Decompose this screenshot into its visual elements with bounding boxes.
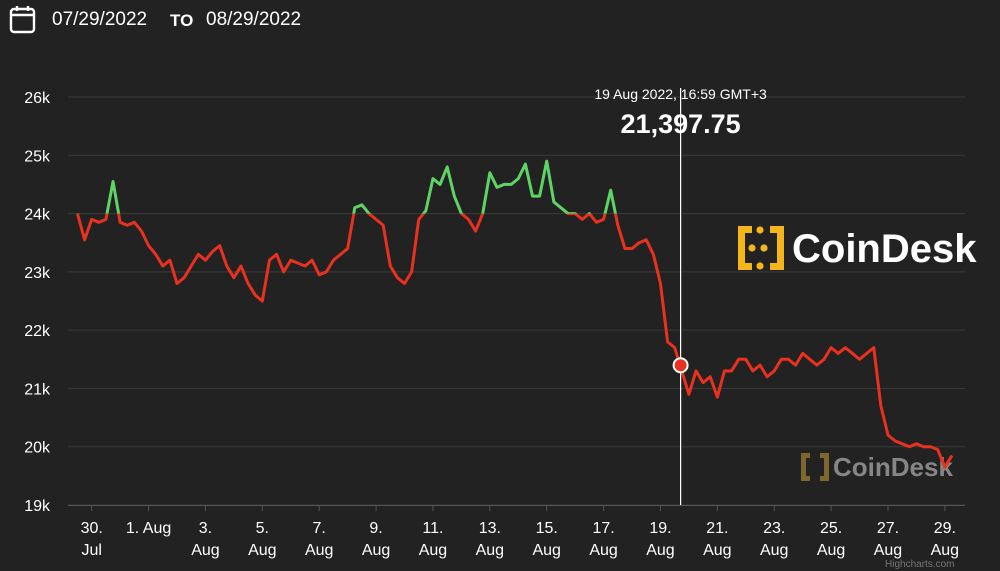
x-tick-label: 25. Aug: [817, 520, 845, 559]
x-tick-label: 3. Aug: [191, 520, 219, 559]
start-date[interactable]: 07/29/2022: [52, 9, 148, 30]
price-line-above-start: [77, 159, 617, 214]
x-tick-label: 11. Aug: [419, 520, 447, 559]
y-tick-label: 20k: [24, 440, 51, 457]
date-range-header: 07/29/2022 TO 08/29/2022: [0, 0, 1000, 40]
tooltip-date: 19 Aug 2022, 16:59 GMT+3: [594, 86, 767, 102]
credits[interactable]: Highcharts.com: [885, 559, 954, 570]
watermark: CoinDesk: [801, 452, 953, 482]
x-tick-label: 15. Aug: [532, 520, 560, 559]
x-tick-label: 5. Aug: [248, 520, 276, 559]
calendar-icon[interactable]: [9, 4, 39, 38]
price-line-below-start: [76, 213, 954, 469]
y-tick-label: 26k: [24, 90, 51, 107]
x-tick-label: 30. Jul: [81, 520, 103, 559]
x-tick-label: 19. Aug: [646, 520, 674, 559]
watermark-text: CoinDesk: [833, 452, 953, 482]
hover-marker: [672, 357, 689, 374]
x-tick-label: 21. Aug: [703, 520, 731, 559]
logo-text: CoinDesk: [792, 227, 977, 271]
y-tick-label: 21k: [24, 381, 51, 398]
x-tick-label: 23. Aug: [760, 520, 788, 559]
x-tick-label: 17. Aug: [589, 520, 617, 559]
x-tick-label: 1. Aug: [126, 520, 171, 537]
range-separator: TO: [170, 11, 194, 30]
x-tick-label: 13. Aug: [476, 520, 504, 559]
logo: CoinDesk: [738, 226, 977, 271]
tooltip-value: 21,397.75: [621, 109, 741, 139]
y-tick-label: 24k: [24, 207, 51, 224]
y-tick-label: 25k: [24, 148, 51, 165]
y-tick-label: 22k: [24, 323, 51, 340]
y-tick-label: 19k: [24, 498, 51, 515]
x-tick-label: 9. Aug: [362, 520, 390, 559]
end-date[interactable]: 08/29/2022: [206, 9, 302, 30]
y-tick-label: 23k: [24, 265, 51, 282]
x-tick-label: 27. Aug: [874, 520, 902, 559]
x-tick-label: 7. Aug: [305, 520, 333, 559]
x-tick-label: 29. Aug: [931, 520, 959, 559]
